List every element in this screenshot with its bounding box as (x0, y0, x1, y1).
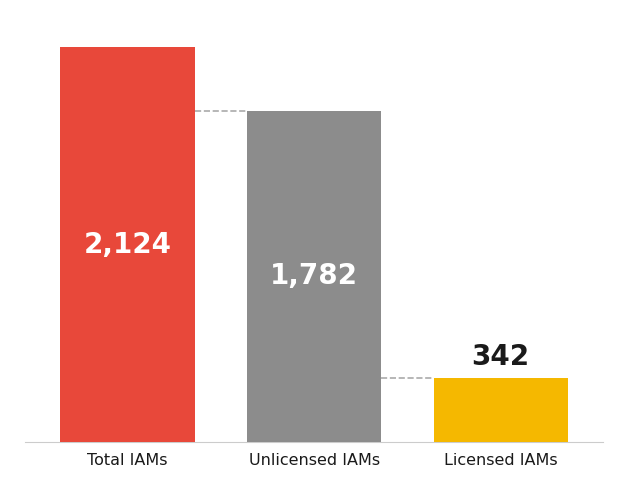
Text: 1,782: 1,782 (270, 262, 358, 290)
Bar (60, 48, 195, 442)
Bar (434, 379, 568, 442)
Text: 342: 342 (471, 343, 530, 371)
Bar (247, 111, 381, 442)
Text: 2,124: 2,124 (83, 231, 172, 259)
